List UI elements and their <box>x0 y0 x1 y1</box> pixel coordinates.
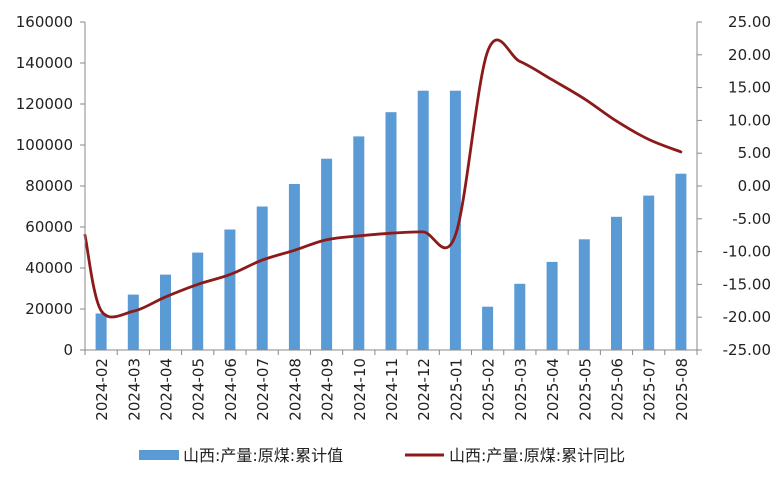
right-tick-label: -10.00 <box>723 243 771 261</box>
x-tick-label: 2024-04 <box>158 358 176 421</box>
bar-2025-07 <box>643 195 655 350</box>
x-tick-label: 2025-08 <box>673 358 691 421</box>
right-tick-label: -25.00 <box>723 341 771 359</box>
right-tick-label: -5.00 <box>732 210 771 228</box>
right-tick-label: 20.00 <box>728 46 771 64</box>
bar-2024-09 <box>321 158 333 350</box>
bar-2024-11 <box>385 112 397 350</box>
left-axis-ticks: 0 20000 40000 60000 80000 100000 120000 140000 1… <box>16 13 85 359</box>
line-layer <box>83 38 683 319</box>
bar-2024-12 <box>417 90 429 350</box>
right-axis-ticks: -25.00 -20.00 -15.00 -10.00 -5.00 0.00 5.00 10.… <box>697 13 771 359</box>
right-tick-label: 5.00 <box>738 144 771 162</box>
x-tick-label: 2024-03 <box>125 358 143 421</box>
right-tick-label: 25.00 <box>728 13 771 31</box>
x-tick-label: 2025-02 <box>480 358 498 421</box>
x-tick-label: 2024-10 <box>351 358 369 421</box>
x-tick-label: 2025-01 <box>447 358 465 421</box>
bar-2025-05 <box>578 239 590 350</box>
x-tick-label: 2024-05 <box>190 358 208 421</box>
left-tick-label: 80000 <box>25 177 73 195</box>
x-tick-label: 2024-02 <box>93 358 111 421</box>
bar-2025-03 <box>514 283 526 350</box>
left-tick-label: 0 <box>63 341 73 359</box>
x-tick-label: 2025-07 <box>641 358 659 421</box>
legend-label-bar: 山西:产量:原煤:累计值 <box>183 446 343 465</box>
legend: 山西:产量:原煤:累计值 山西:产量:原煤:累计同比 <box>139 446 625 465</box>
right-tick-label: 0.00 <box>738 177 771 195</box>
x-tick-label: 2024-06 <box>222 358 240 421</box>
left-tick-label: 40000 <box>25 259 73 277</box>
bar-2024-06 <box>224 229 236 350</box>
left-tick-label: 60000 <box>25 218 73 236</box>
bar-2025-06 <box>611 216 622 351</box>
x-tick-label: 2024-07 <box>254 358 272 421</box>
bar-2025-08 <box>675 173 687 350</box>
x-tick-label: 2024-09 <box>319 358 337 421</box>
bar-2025-01 <box>449 90 461 350</box>
x-tick-label: 2025-03 <box>512 358 530 421</box>
legend-swatch-bar <box>139 450 179 460</box>
x-tick-label: 2025-04 <box>544 358 562 421</box>
left-tick-label: 20000 <box>25 300 73 318</box>
left-tick-label: 100000 <box>16 136 73 154</box>
bar-2024-07 <box>256 206 268 350</box>
bar-2024-08 <box>288 184 300 350</box>
x-tick-label: 2024-08 <box>286 358 304 421</box>
x-tick-label: 2024-12 <box>415 358 433 421</box>
right-tick-label: 10.00 <box>728 111 771 129</box>
bars-layer <box>95 90 687 351</box>
left-tick-label: 120000 <box>16 95 73 113</box>
bar-2024-04 <box>160 274 171 350</box>
left-tick-label: 140000 <box>16 54 73 72</box>
right-tick-label: 15.00 <box>728 79 771 97</box>
bar-2024-10 <box>353 136 365 350</box>
x-axis-ticks: 2024-02 2024-03 2024-04 2024-05 2024-06 2024-… <box>84 350 698 421</box>
right-tick-label: -20.00 <box>723 308 771 326</box>
bar-2024-02 <box>95 313 107 350</box>
bar-2025-02 <box>482 306 494 350</box>
bar-2024-03 <box>127 294 139 350</box>
x-tick-label: 2025-06 <box>608 358 626 421</box>
line-series-yoy <box>83 38 683 319</box>
right-tick-label: -15.00 <box>723 275 771 293</box>
bar-2024-05 <box>192 252 204 350</box>
bar-2025-04 <box>546 261 558 350</box>
legend-label-line: 山西:产量:原煤:累计同比 <box>449 446 625 465</box>
left-tick-label: 160000 <box>16 13 73 31</box>
x-tick-label: 2025-05 <box>576 358 594 421</box>
x-tick-label: 2024-11 <box>383 358 401 421</box>
